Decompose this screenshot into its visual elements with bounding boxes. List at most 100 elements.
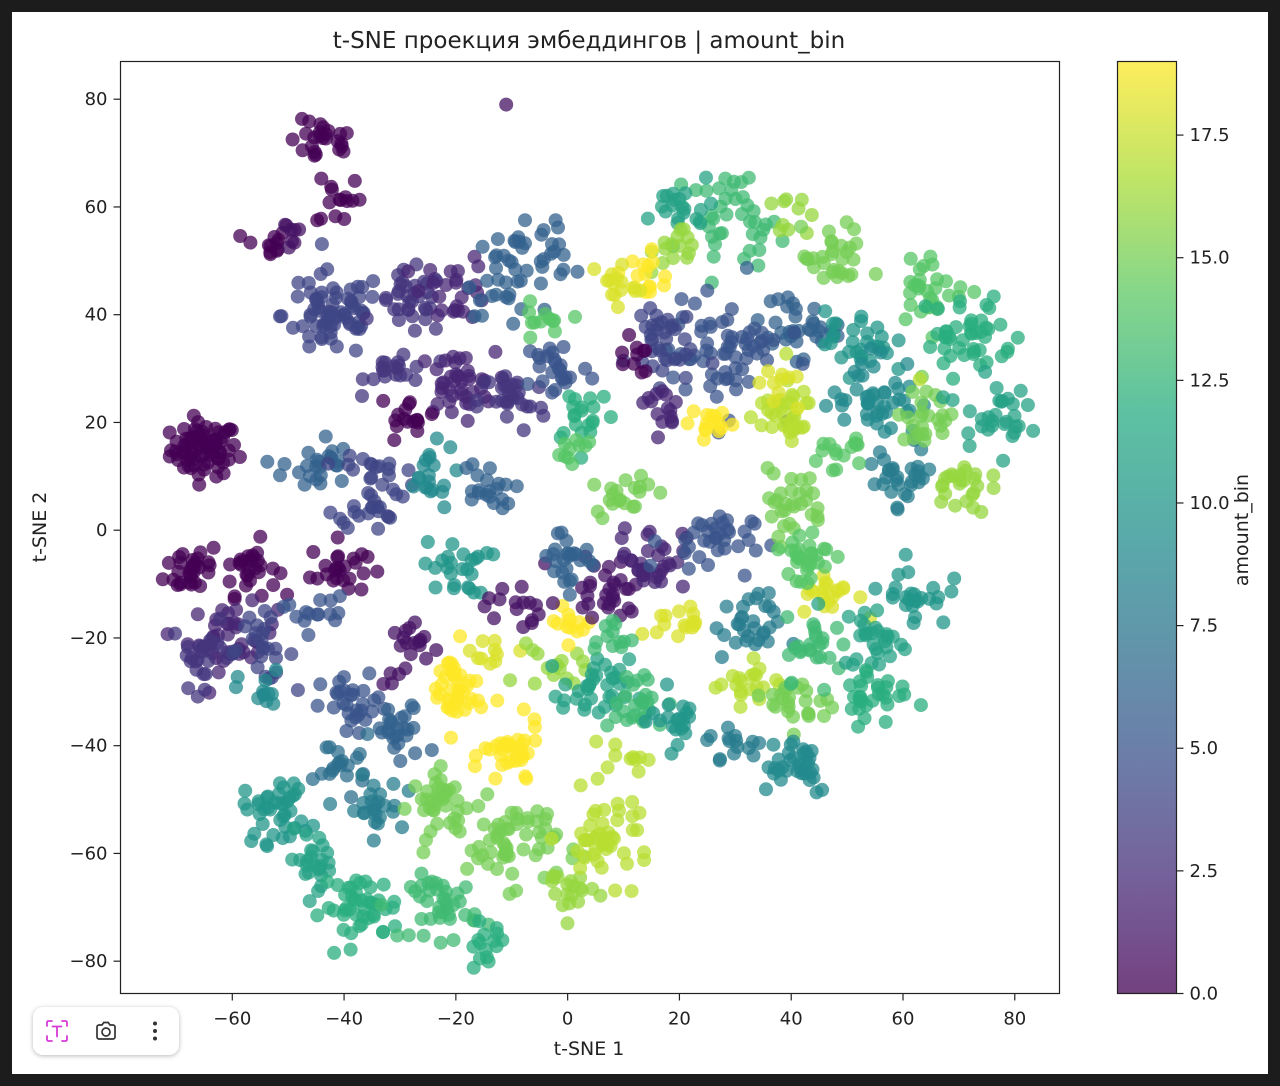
scatter-point	[651, 430, 665, 445]
scatter-point	[493, 736, 508, 751]
scatter-point	[839, 215, 854, 230]
scatter-point	[378, 290, 393, 305]
scatter-point	[812, 638, 827, 653]
scatter-point	[386, 776, 401, 791]
scatter-point	[750, 346, 764, 361]
scatter-point	[269, 650, 283, 665]
scatter-point	[751, 258, 766, 273]
x-tick-label: 60	[892, 1009, 915, 1030]
scatter-point	[519, 636, 533, 651]
x-tick-label: −20	[437, 1009, 475, 1030]
scatter-point	[901, 410, 916, 425]
scatter-point	[681, 540, 696, 554]
scatter-point	[545, 314, 560, 329]
scatter-point	[616, 846, 631, 861]
colorbar	[1116, 60, 1178, 995]
scatter-point	[903, 298, 918, 312]
colorbar-tick-label: 12.5	[1190, 370, 1230, 391]
scatter-point	[437, 500, 452, 515]
more-options-button[interactable]	[135, 1011, 175, 1051]
scatter-point	[1010, 330, 1025, 345]
scatter-point	[797, 249, 812, 264]
scatter-point	[744, 514, 759, 529]
scatter-point	[734, 611, 749, 626]
scatter-point	[268, 663, 283, 677]
scatter-point	[654, 608, 669, 623]
scatter-point	[407, 323, 422, 338]
scatter-point	[486, 496, 501, 510]
scatter-point	[885, 462, 900, 477]
scatter-point	[641, 477, 656, 492]
scatter-point	[315, 838, 330, 853]
scatter-point	[474, 700, 489, 715]
scatter-point	[675, 199, 689, 214]
scatter-point	[428, 321, 443, 336]
scatter-point	[638, 364, 653, 379]
scatter-point	[187, 422, 202, 437]
scatter-point	[989, 381, 1004, 395]
scatter-point	[389, 419, 404, 434]
scatter-point	[687, 296, 702, 311]
screenshot-button[interactable]	[86, 1011, 126, 1051]
scatter-point	[585, 371, 600, 386]
scatter-point	[895, 679, 910, 694]
scatter-point	[841, 609, 856, 624]
plot-frame	[119, 60, 1061, 995]
scatter-point	[626, 356, 641, 371]
scatter-point	[420, 535, 435, 549]
scatter-point	[854, 314, 868, 328]
scatter-point	[617, 496, 632, 511]
scatter-point	[788, 309, 803, 324]
scatter-point	[355, 767, 370, 782]
scatter-point	[448, 821, 463, 836]
y-tick-label: 60	[85, 197, 108, 218]
scatter-point	[590, 854, 605, 869]
scatter-point	[724, 302, 739, 317]
scatter-point	[258, 673, 273, 688]
scatter-point	[635, 626, 650, 641]
y-tick-label: 20	[85, 412, 108, 433]
scatter-point	[232, 450, 247, 464]
scatter-point	[789, 574, 804, 589]
scatter-point	[606, 831, 621, 846]
scatter-point	[825, 329, 840, 344]
scatter-point	[301, 276, 316, 290]
scatter-point	[795, 356, 810, 371]
scatter-point	[910, 594, 925, 609]
scatter-point	[649, 625, 664, 640]
scatter-point	[640, 672, 655, 687]
scatter-point	[558, 677, 573, 692]
scatter-point	[794, 219, 809, 234]
scatter-point	[805, 525, 820, 540]
scatter-point	[936, 356, 951, 371]
scatter-point	[877, 385, 892, 400]
scatter-point	[446, 933, 461, 948]
scatter-point	[505, 866, 520, 881]
scatter-point	[715, 515, 730, 530]
scatter-point	[660, 677, 674, 692]
scatter-point	[578, 361, 593, 376]
scatter-point	[406, 701, 421, 715]
scatter-point	[290, 289, 305, 304]
scatter-point	[579, 542, 594, 557]
scatter-point	[701, 558, 715, 572]
scatter-point	[752, 243, 767, 257]
scatter-point	[661, 697, 676, 712]
scatter-point	[519, 263, 534, 278]
scatter-point	[700, 733, 715, 747]
scatter-point	[488, 250, 503, 265]
scatter-point	[561, 450, 576, 465]
scatter-point	[460, 413, 475, 428]
scatter-point	[613, 573, 628, 588]
scatter-point	[813, 693, 828, 708]
scatter-point	[387, 302, 402, 317]
scatter-point	[817, 709, 831, 723]
scatter-point	[488, 344, 503, 359]
scatter-point	[614, 531, 629, 546]
text-select-button[interactable]	[37, 1011, 77, 1051]
scatter-point	[851, 368, 866, 383]
scatter-point	[467, 759, 482, 774]
scatter-point	[362, 666, 377, 681]
scatter-point	[259, 837, 274, 852]
scatter-point	[923, 340, 938, 354]
